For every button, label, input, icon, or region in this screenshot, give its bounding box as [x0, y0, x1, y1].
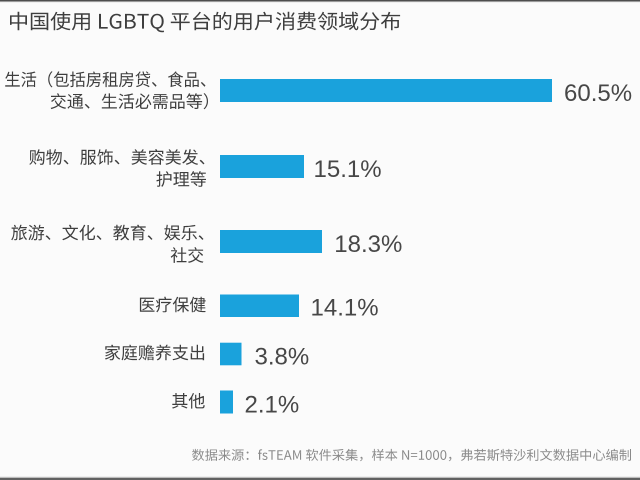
svg-text:2.1%: 2.1% [245, 391, 300, 418]
svg-text:3.8%: 3.8% [255, 343, 310, 370]
svg-text:60.5%: 60.5% [564, 80, 632, 107]
svg-text:15.1%: 15.1% [314, 156, 382, 183]
svg-text:14.1%: 14.1% [311, 295, 379, 322]
svg-text:18.3%: 18.3% [334, 231, 402, 258]
